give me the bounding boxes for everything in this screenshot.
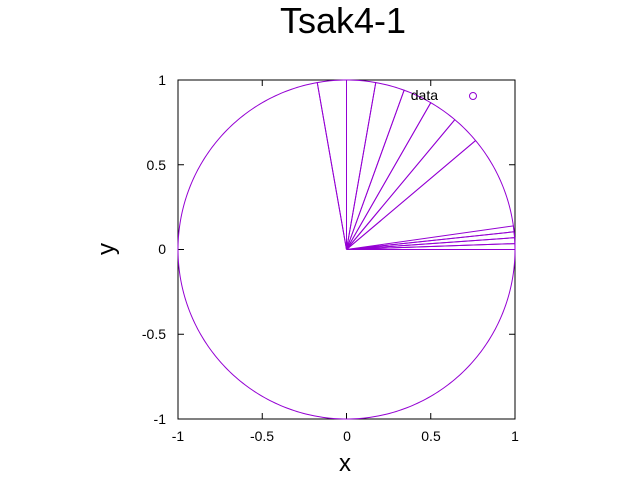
data-segment (346, 81, 405, 250)
y-axis-label: y (93, 243, 120, 255)
data-segment (316, 79, 347, 250)
legend-label: data (411, 87, 438, 103)
y-tick-label: 0 (158, 241, 166, 257)
data-segment (346, 79, 377, 250)
data-segment (346, 118, 477, 250)
x-tick-label: -1 (172, 428, 185, 444)
legend: data (411, 87, 477, 103)
x-tick-label: -0.5 (250, 428, 274, 444)
chart-title: Tsak4-1 (280, 0, 406, 41)
y-tick-label: -1 (154, 411, 167, 427)
data-series (177, 79, 516, 420)
x-tick-labels: -1 -0.5 0 0.5 1 (172, 428, 519, 444)
data-segment (346, 225, 515, 250)
data-segment (346, 102, 456, 250)
data-segment (177, 81, 516, 420)
data-segment (346, 89, 432, 250)
x-tick-label: 1 (511, 428, 519, 444)
y-tick-label: 1 (158, 72, 166, 88)
legend-marker (469, 92, 477, 100)
x-tick-label: 0 (343, 428, 351, 444)
y-tick-label: -0.5 (142, 326, 166, 342)
y-tick-label: 0.5 (147, 157, 167, 173)
x-tick-label: 0.5 (421, 428, 441, 444)
y-tick-labels: 1 0.5 0 -0.5 -1 (142, 72, 166, 427)
x-axis-label: x (339, 450, 351, 477)
